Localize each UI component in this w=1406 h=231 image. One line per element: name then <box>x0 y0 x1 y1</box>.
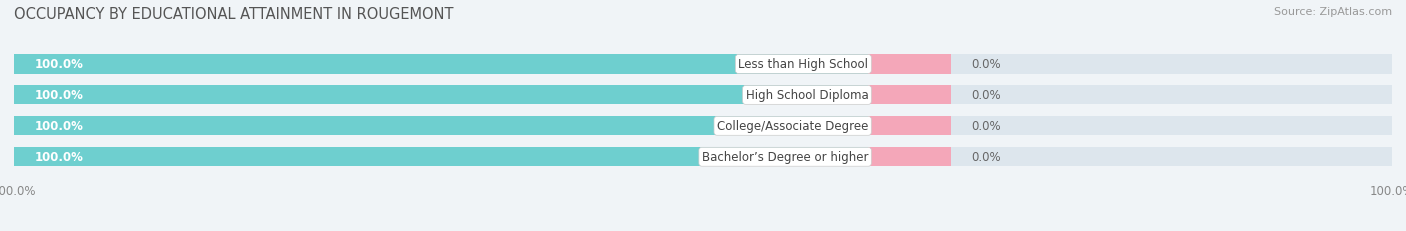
Bar <box>14 86 1392 105</box>
Text: 100.0%: 100.0% <box>35 151 83 164</box>
Bar <box>14 148 1392 167</box>
Text: Source: ZipAtlas.com: Source: ZipAtlas.com <box>1274 7 1392 17</box>
Text: Bachelor’s Degree or higher: Bachelor’s Degree or higher <box>702 151 869 164</box>
Bar <box>14 117 1392 136</box>
Bar <box>869 117 950 136</box>
Text: 0.0%: 0.0% <box>972 120 1001 133</box>
Bar <box>869 86 950 105</box>
Bar <box>14 86 869 105</box>
Bar <box>869 148 950 167</box>
Bar <box>14 55 1392 74</box>
Bar <box>14 148 869 167</box>
Text: High School Diploma: High School Diploma <box>745 89 869 102</box>
Text: Less than High School: Less than High School <box>738 58 869 71</box>
Bar <box>14 117 869 136</box>
Text: 0.0%: 0.0% <box>972 58 1001 71</box>
Bar <box>869 55 950 74</box>
Text: 100.0%: 100.0% <box>35 120 83 133</box>
Text: 0.0%: 0.0% <box>972 151 1001 164</box>
Text: 100.0%: 100.0% <box>35 89 83 102</box>
Bar <box>14 55 869 74</box>
Text: 100.0%: 100.0% <box>35 58 83 71</box>
Text: OCCUPANCY BY EDUCATIONAL ATTAINMENT IN ROUGEMONT: OCCUPANCY BY EDUCATIONAL ATTAINMENT IN R… <box>14 7 454 22</box>
Text: College/Associate Degree: College/Associate Degree <box>717 120 869 133</box>
Text: 0.0%: 0.0% <box>972 89 1001 102</box>
